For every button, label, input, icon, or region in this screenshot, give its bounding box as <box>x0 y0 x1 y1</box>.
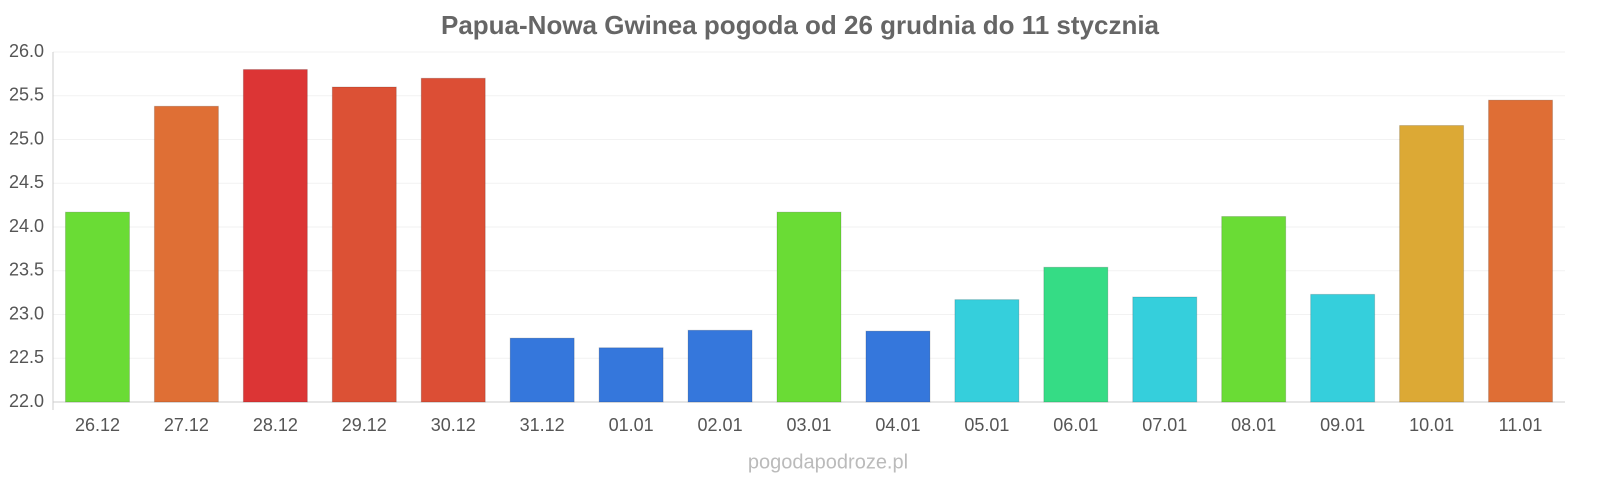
x-tick-label: 03.01 <box>786 415 831 435</box>
bar <box>64 211 130 403</box>
x-tick-label: 02.01 <box>698 415 743 435</box>
bar <box>1399 125 1465 403</box>
bar <box>598 347 664 403</box>
bar <box>1043 266 1109 403</box>
bar <box>954 299 1020 403</box>
x-tick-label: 26.12 <box>75 415 120 435</box>
x-tick-label: 08.01 <box>1231 415 1276 435</box>
bar <box>331 86 397 403</box>
y-tick-label: 22.5 <box>9 347 44 367</box>
chart-title: Papua-Nowa Gwinea pogoda od 26 grudnia d… <box>441 10 1160 40</box>
source: pogodapodroze.pl <box>748 451 908 473</box>
x-tick-label: 05.01 <box>964 415 1009 435</box>
x-tick-label: 28.12 <box>253 415 298 435</box>
x-tick-label: 29.12 <box>342 415 387 435</box>
bar <box>865 330 931 403</box>
x-tick-label: 30.12 <box>431 415 476 435</box>
bar <box>509 337 575 403</box>
bar <box>1221 216 1287 403</box>
bar <box>1132 296 1198 403</box>
x-tick-label: 27.12 <box>164 415 209 435</box>
bar <box>153 105 219 403</box>
bar <box>687 329 753 403</box>
y-tick-label: 25.0 <box>9 128 44 148</box>
y-tick-label: 25.5 <box>9 85 44 105</box>
y-tick-label: 26.0 <box>9 41 44 61</box>
bar <box>1488 99 1554 403</box>
x-tick-label: 07.01 <box>1142 415 1187 435</box>
bar <box>242 69 308 403</box>
y-tick-label: 23.5 <box>9 260 44 280</box>
x-tick-label: 01.01 <box>609 415 654 435</box>
x-tick-label: 06.01 <box>1053 415 1098 435</box>
x-tick-label: 31.12 <box>520 415 565 435</box>
bar <box>776 211 842 403</box>
x-tick-label: 04.01 <box>875 415 920 435</box>
y-tick-label: 24.5 <box>9 172 44 192</box>
y-tick-label: 24.0 <box>9 216 44 236</box>
x-tick-label: 11.01 <box>1499 415 1543 435</box>
x-tick-label: 10.01 <box>1409 415 1454 435</box>
y-tick-label: 23.0 <box>9 303 44 323</box>
bar <box>420 77 486 403</box>
bar <box>1310 293 1376 403</box>
x-tick-label: 09.01 <box>1320 415 1365 435</box>
y-tick-label: 22.0 <box>9 391 44 411</box>
